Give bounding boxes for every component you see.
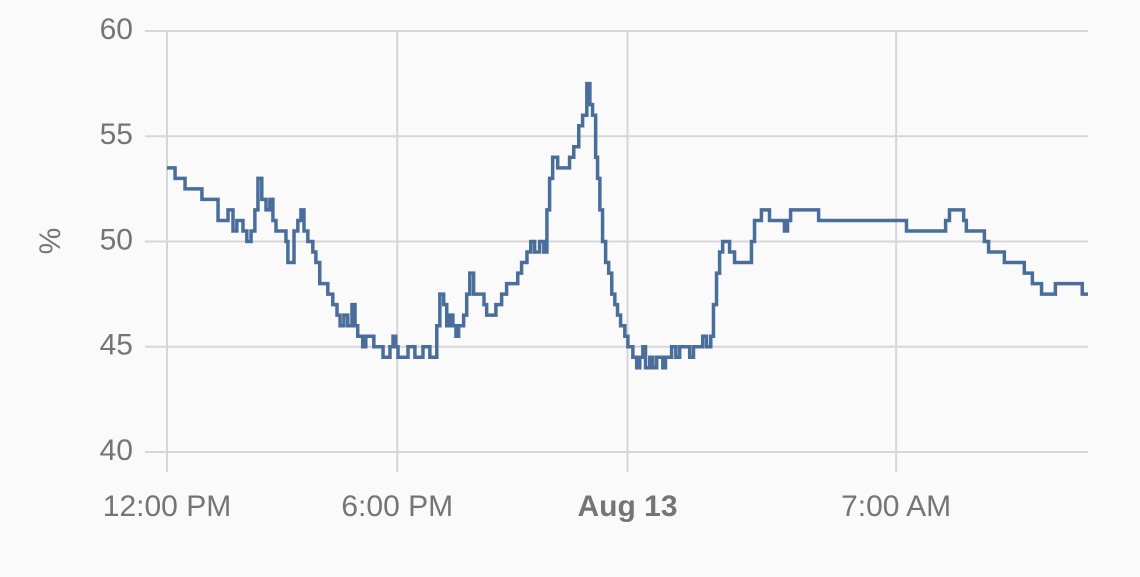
x-tick-label: 7:00 AM bbox=[841, 490, 951, 523]
y-tick-label: 60 bbox=[100, 13, 133, 46]
y-tick-label: 50 bbox=[100, 223, 133, 256]
x-tick-label: Aug 13 bbox=[577, 490, 677, 523]
y-tick-label: 45 bbox=[100, 329, 133, 362]
x-tick-label: 12:00 PM bbox=[103, 490, 231, 523]
data-line bbox=[167, 81, 1088, 370]
y-axis-label: % bbox=[34, 228, 67, 255]
y-tick-label: 55 bbox=[100, 118, 133, 151]
x-tick-label: 6:00 PM bbox=[341, 490, 453, 523]
y-tick-label: 40 bbox=[100, 434, 133, 467]
